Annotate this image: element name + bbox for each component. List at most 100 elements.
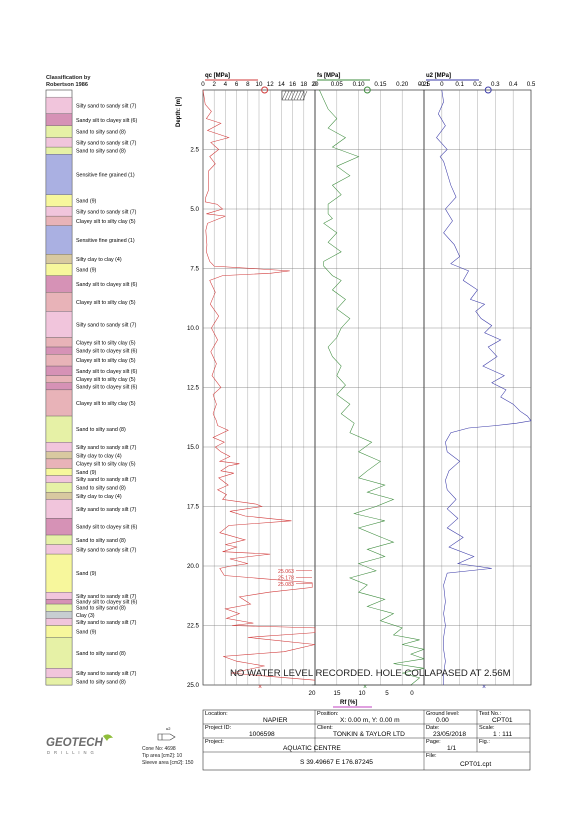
y-tick-label: 7.5 [190,266,199,273]
axis-title: u2 [MPa] [426,73,451,79]
x-tick-label: 0.05 [331,81,344,88]
x-tick-label: 10 [256,81,263,88]
soil-layer-label: Sandy silt to clayey silt (6) [76,525,137,531]
rf-tick-label: 20 [309,690,316,697]
off-scale-label: 25.178 [278,575,294,581]
soil-layer-label: Sand (9) [76,629,97,635]
soil-layer [45,603,73,612]
soil-layer [45,146,73,155]
soil-layer [45,677,73,686]
soil-layer [45,225,73,255]
soil-layer-label: Silty sand to sandy silt (7) [76,507,137,513]
off-scale-label: 25.083 [278,582,294,588]
x-tick-label: 0.4 [509,81,518,88]
soil-layer [45,625,73,638]
file-label: File: [426,753,437,759]
date-value: 23/05/2018 [433,731,466,738]
soil-layer-label: Sand to silty sand (8) [76,130,126,136]
logo-sub: D R I L L I N G [47,750,95,755]
soil-layer [45,206,73,217]
soil-layer-label: Clayey silt to silty clay (5) [76,377,136,383]
hatch-line [287,90,293,101]
soil-layer-label: Sand to silty sand (8) [76,606,126,612]
soil-layer-label: Sand (9) [76,199,97,205]
soil-layer-label: Sensitive fine grained (1) [76,172,135,178]
soil-layer-label: Sensitive fine grained (1) [76,238,135,244]
location-label: Location: [205,711,228,717]
soil-layer [45,346,73,355]
position-label: Position: [317,711,339,717]
x-tick-label: 0.3 [491,81,500,88]
soil-layer [45,442,73,452]
project-value: AQUATIC CENTRE [283,745,341,752]
soil-layer [45,125,73,138]
soil-layer [45,215,73,226]
soil-layer [45,592,73,600]
date-label: Date: [426,725,440,731]
scale-value: 1 : 111 [493,731,513,738]
bottom-marker: × [258,684,262,691]
hatch-line [302,90,308,101]
series-marker [484,86,492,94]
x-tick-label: 0 [313,81,317,88]
soil-layer [45,275,73,293]
soil-layer [45,534,73,545]
rf-tick-label: 15 [334,690,341,697]
logo-leaf-icon [103,734,113,741]
soil-layer [45,337,73,348]
off-scale-label: 25.063 [278,569,294,575]
soil-layer [45,451,73,460]
soil-layer-label: Silty clay to clay (4) [76,494,122,500]
rf-tick-label: 10 [359,690,366,697]
soil-layer-label: Sand to silty sand (8) [76,427,126,433]
soil-layer [45,389,73,417]
soil-layer-label: Sandy silt to clayey silt (6) [76,600,137,606]
soil-layer [45,311,73,338]
soil-layer [45,492,73,500]
soil-layer-label: Silty sand to sandy silt (7) [76,103,137,109]
soil-layer-label: Sand to silty sand (8) [76,485,126,491]
soil-layer-label: Silty sand to sandy silt (7) [76,322,137,328]
classification-title: Classification by Robertson 1986 [46,75,91,88]
x-tick-label: 0.10 [353,81,366,88]
project-id-value: 1006598 [249,731,275,738]
series-marker [261,86,269,94]
y-tick-label: 10.0 [187,325,200,332]
x-tick-label: 0.20 [396,81,409,88]
soil-layer [45,611,73,619]
hatch-box [281,90,308,101]
soil-layer-label: Silty sand to sandy silt (7) [76,477,137,483]
soil-layer [45,553,73,593]
ground-level-value: 0.00 [436,717,449,724]
soil-layer-label: Clayey silt to silty clay (5) [76,401,136,407]
x-tick-label: 0.5 [527,81,536,88]
client-label: Client: [317,725,333,731]
soil-layer [45,96,73,114]
test-number-value: CPT01 [492,717,513,724]
title-block-frame [202,709,531,771]
y-tick-label: 22.5 [187,623,200,630]
hatch-line [293,90,299,101]
x-tick-label: 0 [440,81,444,88]
axis-title: qc [MPa] [205,73,230,79]
soil-layer-label: Sand to silty sand (8) [76,651,126,657]
soil-layer [45,194,73,207]
y-tick-label: 25.0 [187,682,200,689]
soil-layer [45,475,73,483]
soil-layer-label: Silty sand to sandy silt (7) [76,671,137,677]
y-axis-label: Depth: [m] [176,97,182,127]
location-value: NAPIER [263,717,288,724]
soil-layer [45,415,73,443]
x-tick-label: 2 [212,81,216,88]
y-tick-label: 20.0 [187,563,200,570]
project-label: Project: [205,739,224,745]
fig-label: Fig.: [479,739,490,745]
series-marker [363,86,371,94]
bottom-marker: × [482,684,486,691]
position-value: X: 0.00 m, Y: 0.00 m [340,717,400,724]
project-id-label: Project ID: [205,725,232,731]
soil-layer [45,365,73,376]
test-number-label: Test No.: [479,711,502,717]
tip-area: Tip area [cm2]: 10 [142,753,183,759]
